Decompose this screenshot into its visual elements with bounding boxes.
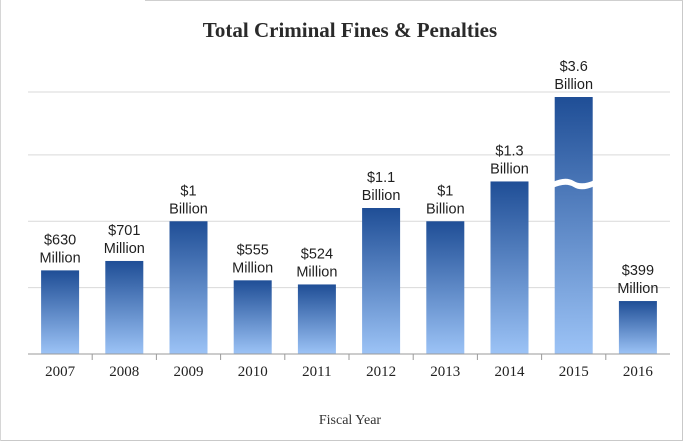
bar-2010: [233, 280, 272, 354]
x-tick-label: 2012: [366, 364, 396, 380]
data-label-value: $555: [237, 242, 269, 258]
left-border: [0, 0, 1, 441]
data-label-unit: Million: [40, 250, 81, 266]
bar-2012: [362, 208, 401, 354]
data-label-unit: Billion: [169, 201, 208, 217]
data-labels: $630 Million $701 Million $1 Billion $555 Milli…: [40, 59, 659, 297]
data-label-value: $3.6: [560, 59, 588, 75]
data-label-unit: Million: [232, 260, 273, 276]
bars: [41, 97, 657, 354]
x-tick-label: 2016: [623, 364, 654, 380]
data-label-unit: Million: [104, 241, 145, 257]
data-label-value: $1: [437, 183, 453, 199]
data-label-unit: Billion: [490, 161, 529, 177]
bar-2008: [105, 260, 144, 354]
x-tick-label: 2010: [238, 364, 268, 380]
bar-2011: [297, 284, 336, 354]
x-tick-label: 2013: [430, 364, 460, 380]
x-tick-label: 2007: [45, 364, 76, 380]
x-axis-title: Fiscal Year: [319, 413, 382, 428]
data-label-unit: Billion: [554, 77, 593, 93]
x-tick-label: 2011: [302, 364, 331, 380]
bar-2014: [490, 181, 529, 354]
x-tick-label: 2014: [495, 364, 526, 380]
bar-2016: [618, 301, 657, 354]
chart-title: Total Criminal Fines & Penalties: [203, 18, 497, 42]
data-label-value: $701: [108, 223, 140, 239]
data-label-unit: Million: [617, 281, 658, 297]
x-axis: 2007 2008 2009 2010 2011 2012 2013 2014 2015 2016: [28, 353, 670, 380]
x-tick-label: 2008: [109, 364, 139, 380]
bar-break: [552, 178, 595, 190]
bar-2009: [169, 221, 208, 354]
x-tick-label: 2009: [174, 364, 204, 380]
data-label-value: $1: [180, 183, 196, 199]
bar-2013: [426, 221, 465, 354]
top-border: [145, 0, 683, 1]
data-label-value: $524: [301, 246, 333, 262]
data-label-value: $630: [44, 232, 76, 248]
data-label-unit: Million: [296, 264, 337, 280]
data-label-value: $1.1: [367, 170, 395, 186]
data-label-unit: Billion: [362, 188, 401, 204]
x-tick-label: 2015: [559, 364, 589, 380]
data-label-value: $399: [622, 263, 654, 279]
data-label-unit: Billion: [426, 201, 465, 217]
data-label-value: $1.3: [495, 143, 523, 159]
bar-2007: [41, 270, 80, 354]
bar-2015: [554, 97, 593, 354]
